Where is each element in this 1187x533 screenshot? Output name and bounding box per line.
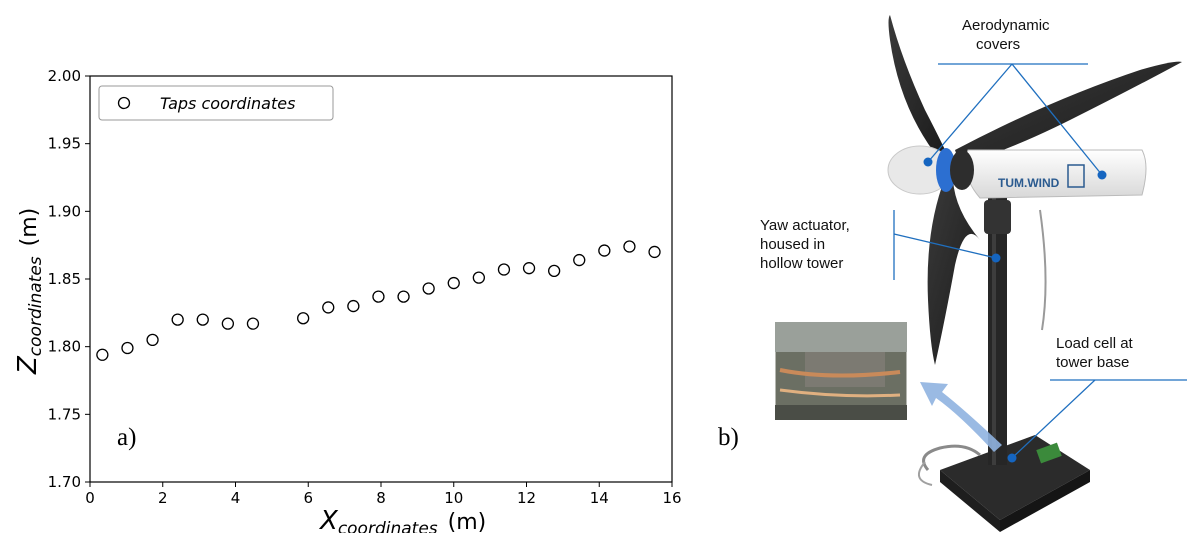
x-tick-label: 16 [662,489,681,507]
legend-label: Taps coordinates [160,94,295,113]
y-tick-label: 2.00 [48,67,81,85]
callout-load-cell: Load cell at tower base [1007,335,1187,463]
load-cell-inset [774,321,908,421]
data-point [297,312,310,325]
x-axis-label-sub: coordinates [338,519,438,533]
data-point [397,290,410,303]
y-axis-label-sub: coordinates [26,256,46,356]
y-axis-label-unit: (m) [17,208,42,247]
y-tick-label: 1.95 [48,135,81,153]
x-axis-label: Xcoordinates (m) [318,506,486,533]
callout-load-line1: Load cell at [1056,335,1134,352]
blade-top [888,15,948,160]
y-axis-label: Zcoordinates (m) [13,208,46,375]
y-tick-label: 1.75 [48,405,81,423]
x-tick-label: 4 [231,489,241,507]
y-tick-label: 1.90 [48,202,81,220]
callout-yaw-line1: Yaw actuator, [760,217,850,234]
legend-box [98,85,334,121]
turbine-base [917,435,1090,532]
data-point [196,313,209,326]
y-ticks: 1.70 1.75 1.80 1.85 1.90 1.95 2.00 [48,67,90,491]
data-point [347,299,360,313]
y-tick-label: 1.85 [48,270,81,288]
callout-aero-covers: Aerodynamic covers [923,17,1107,180]
callout-yaw-line3: hollow tower [760,255,843,272]
turbine-photo: TUM.WIND Aerodynamic covers Yaw actuator… [760,15,1187,532]
x-tick-label: 10 [444,489,463,507]
data-point [648,245,661,259]
blade-bottom [927,178,980,365]
y-tick-label: 1.70 [48,473,81,491]
y-axis-label-base: Z [13,355,43,375]
brand-logo [1067,164,1085,188]
data-point [121,341,134,355]
legend: Taps coordinates [98,85,334,121]
inset-arrow [920,382,1002,452]
x-tick-label: 14 [590,489,609,507]
x-ticks: 0 2 4 6 8 10 12 14 16 [85,482,682,507]
blade-right [955,61,1182,165]
x-axis-label-unit: (m) [448,510,487,533]
panel-a-label: a) [117,424,137,451]
data-point [573,253,586,267]
brand-label: TUM.WIND [998,176,1060,190]
callout-aero-line1: Aerodynamic [962,17,1050,34]
data-point [547,264,561,278]
callout-aero-line2: covers [976,36,1020,53]
data-point [422,282,435,295]
data-point [447,276,460,290]
x-tick-label: 6 [303,489,313,507]
callout-load-line2: tower base [1056,354,1129,371]
callout-yaw-actuator: Yaw actuator, housed in hollow tower [760,210,1001,280]
y-tick-label: 1.80 [48,338,81,356]
data-point [322,301,335,314]
data-point [522,262,536,275]
x-tick-label: 2 [158,489,168,507]
data-point [472,271,485,284]
plot-frame [89,75,673,483]
data-point [623,240,636,253]
scatter-chart: 0 2 4 6 8 10 12 14 16 1.70 1.75 1.80 1.85 1.90 1.95 2.… [13,67,682,533]
nacelle [965,149,1147,199]
data-point [497,263,511,276]
x-axis-label-base: X [318,506,339,533]
tower [988,195,1007,465]
x-tick-label: 8 [376,489,386,507]
data-point [221,317,235,330]
data-points [96,240,661,361]
data-point [96,348,109,361]
data-point [171,313,184,326]
data-point [246,317,260,330]
x-tick-label: 12 [517,489,536,507]
callout-yaw-line2: housed in [760,236,825,253]
data-point [372,290,385,303]
x-tick-label: 0 [85,489,95,507]
data-point [146,333,159,347]
data-point [598,244,611,257]
legend-marker [117,96,131,110]
panel-b-label: b) [718,424,739,451]
